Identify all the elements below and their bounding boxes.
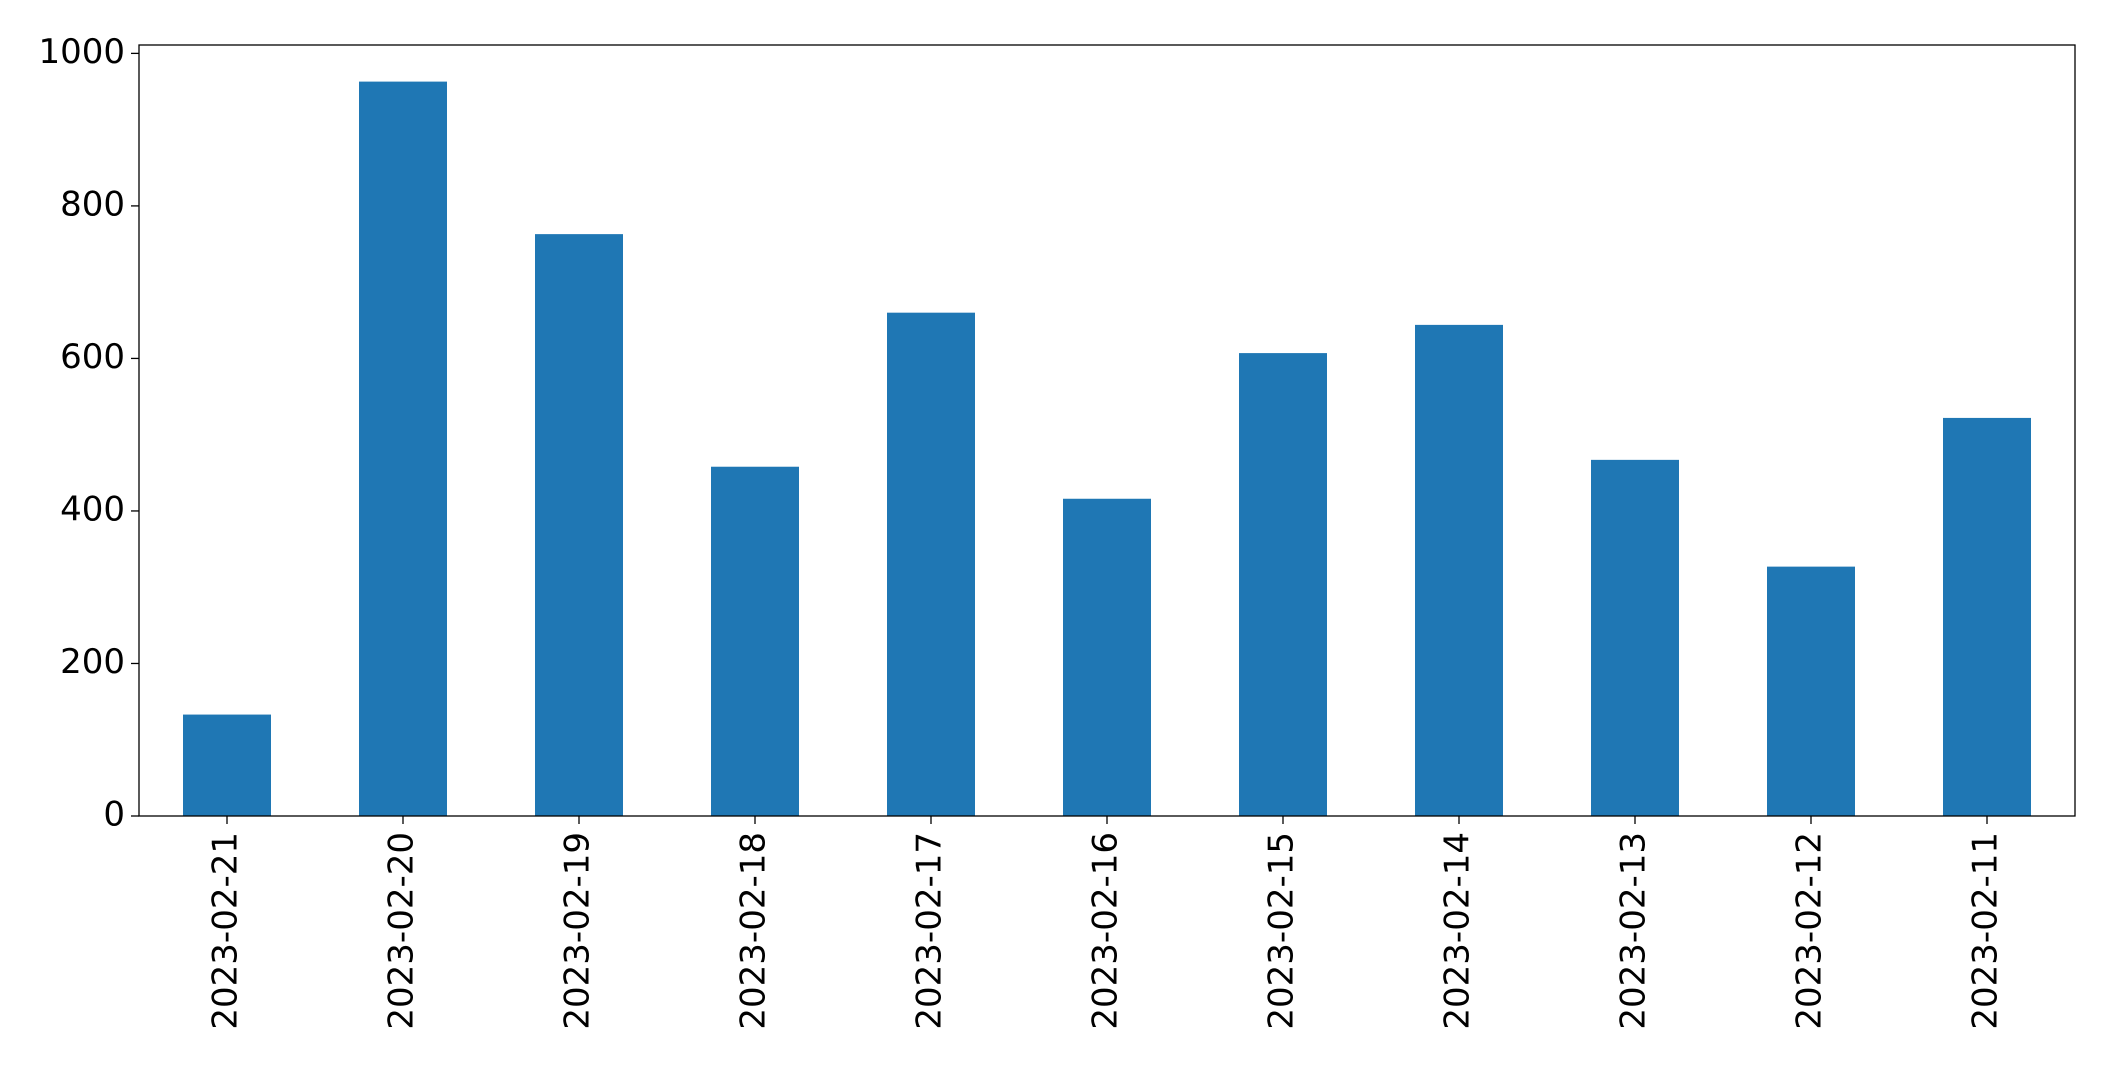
x-tick-label: 2023-02-14 (1438, 832, 1478, 1030)
bar (1943, 417, 2031, 816)
bar (1063, 498, 1151, 816)
plot-frame (138, 44, 2076, 817)
bar (1767, 566, 1855, 816)
x-tick-label: 2023-02-20 (382, 832, 422, 1030)
bar (1591, 459, 1679, 816)
bar (1415, 324, 1503, 816)
y-tick-label: 600 (60, 337, 125, 377)
bar (887, 312, 975, 816)
x-tick-label: 2023-02-18 (734, 832, 774, 1030)
x-tick-label: 2023-02-17 (910, 832, 950, 1030)
y-tick-label: 1000 (38, 32, 125, 72)
y-tick-label: 0 (103, 795, 125, 835)
x-tick-label: 2023-02-12 (1790, 832, 1830, 1030)
x-tick-label: 2023-02-19 (558, 832, 598, 1030)
bar (535, 234, 623, 817)
bar (1239, 353, 1327, 816)
y-tick-label: 800 (60, 184, 125, 224)
x-tick-label: 2023-02-21 (206, 832, 246, 1030)
bar (711, 466, 799, 816)
x-tick-label: 2023-02-15 (1262, 832, 1302, 1030)
y-tick-label: 200 (60, 642, 125, 682)
x-tick-label: 2023-02-11 (1966, 832, 2006, 1030)
bar (183, 714, 271, 816)
y-tick-label: 400 (60, 489, 125, 529)
bar (359, 81, 447, 816)
x-tick-label: 2023-02-16 (1086, 832, 1126, 1030)
x-tick-label: 2023-02-13 (1614, 832, 1654, 1030)
